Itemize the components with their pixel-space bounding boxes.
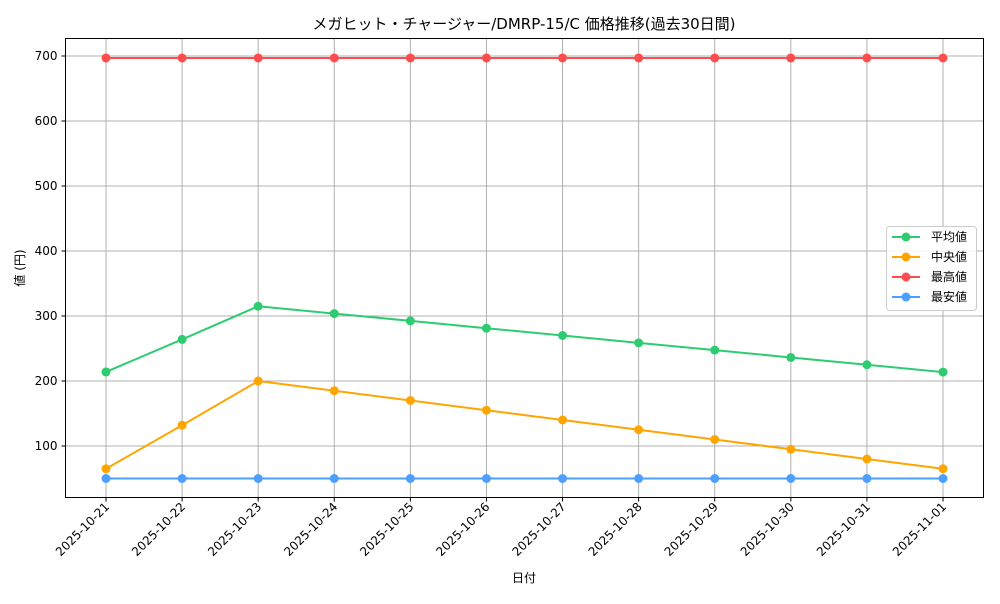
data-point xyxy=(558,474,568,483)
legend-entry: 最安値 xyxy=(892,289,967,304)
data-point xyxy=(786,474,796,483)
data-point xyxy=(329,309,339,319)
x-tick-label: 2025-10-31 xyxy=(814,500,873,559)
data-point xyxy=(786,352,796,362)
data-point xyxy=(405,53,415,63)
legend-swatch-marker xyxy=(901,232,911,242)
data-point xyxy=(329,53,339,63)
series-0 xyxy=(101,301,948,377)
data-point xyxy=(177,420,187,430)
data-point xyxy=(101,474,111,483)
legend-label: 最高値 xyxy=(931,269,967,284)
data-point xyxy=(710,474,720,483)
data-point xyxy=(558,53,568,63)
data-point xyxy=(862,53,872,63)
plot-frame xyxy=(65,38,984,498)
series-lines xyxy=(101,53,948,483)
data-point xyxy=(253,376,263,386)
legend-box xyxy=(886,226,977,311)
x-tick-label: 2025-10-23 xyxy=(205,500,264,559)
data-point xyxy=(862,360,872,370)
data-point xyxy=(101,53,111,63)
data-point xyxy=(938,53,948,63)
series-line xyxy=(105,305,944,374)
data-point xyxy=(101,464,111,474)
y-tick-label: 200 xyxy=(35,374,58,388)
data-point xyxy=(177,334,187,344)
x-tick-label: 2025-10-28 xyxy=(586,500,645,559)
data-point xyxy=(558,331,568,340)
x-tick-label: 2025-10-26 xyxy=(433,500,492,559)
data-point xyxy=(938,474,948,483)
data-point xyxy=(938,367,948,377)
data-point xyxy=(329,386,339,396)
data-point xyxy=(710,345,720,355)
data-point xyxy=(329,474,339,483)
data-point xyxy=(938,464,948,474)
data-point xyxy=(634,474,644,483)
data-point xyxy=(558,415,568,425)
data-point xyxy=(101,367,111,377)
x-tick-label: 2025-10-29 xyxy=(662,500,721,559)
x-tick-label: 2025-10-24 xyxy=(281,500,340,559)
x-tick-label: 2025-11-01 xyxy=(890,500,949,559)
legend-entry: 中央値 xyxy=(892,249,967,264)
y-tick-label: 700 xyxy=(35,49,58,63)
x-axis-label: 日付 xyxy=(512,571,536,585)
data-point xyxy=(253,53,263,63)
y-tick-label: 400 xyxy=(35,244,58,258)
data-point xyxy=(405,316,415,326)
series-line xyxy=(105,379,944,470)
data-point xyxy=(481,474,491,483)
x-tick-label: 2025-10-30 xyxy=(738,500,797,559)
y-tick-label: 500 xyxy=(35,179,58,193)
x-tick-label: 2025-10-22 xyxy=(129,500,188,559)
legend-swatch-marker xyxy=(901,292,911,302)
data-point xyxy=(481,405,491,415)
data-point xyxy=(786,444,796,454)
legend-swatch-marker xyxy=(901,272,911,282)
data-point xyxy=(786,53,796,63)
y-tick-label: 600 xyxy=(35,114,58,128)
data-point xyxy=(481,323,491,333)
data-point xyxy=(634,338,644,348)
data-point xyxy=(253,301,263,311)
data-point xyxy=(405,474,415,483)
data-point xyxy=(481,53,491,63)
y-axis-label: 値 (円) xyxy=(12,249,27,286)
x-tick-label: 2025-10-21 xyxy=(53,500,112,559)
chart-title: メガヒット・チャージャー/DMRP-15/C 価格推移(過去30日間) xyxy=(312,15,735,33)
x-tick-label: 2025-10-27 xyxy=(509,500,568,559)
legend-label: 平均値 xyxy=(931,229,967,244)
y-tick-label: 100 xyxy=(35,439,58,453)
data-point xyxy=(862,474,872,483)
data-point xyxy=(253,474,263,483)
legend-label: 中央値 xyxy=(931,249,967,264)
y-axis-ticks: 100 200 300 400 500 600 700 xyxy=(35,49,66,453)
data-point xyxy=(634,53,644,63)
series-1 xyxy=(101,376,948,474)
legend-label: 最安値 xyxy=(931,289,967,304)
data-point xyxy=(710,53,720,63)
x-tick-label: 2025-10-25 xyxy=(357,500,416,559)
series-2 xyxy=(101,53,948,63)
grid xyxy=(65,38,984,498)
legend-swatch-marker xyxy=(901,252,911,262)
legend-entry: 最高値 xyxy=(892,269,967,284)
data-point xyxy=(177,53,187,63)
data-point xyxy=(634,425,644,435)
data-point xyxy=(862,454,872,464)
legend-entry: 平均値 xyxy=(892,229,967,244)
x-axis-ticks: 2025-10-21 2025-10-22 2025-10-23 2025-10-24… xyxy=(53,497,949,559)
data-point xyxy=(177,474,187,483)
series-3 xyxy=(101,474,948,483)
data-point xyxy=(405,396,415,405)
y-tick-label: 300 xyxy=(35,309,58,323)
data-point xyxy=(710,435,720,444)
